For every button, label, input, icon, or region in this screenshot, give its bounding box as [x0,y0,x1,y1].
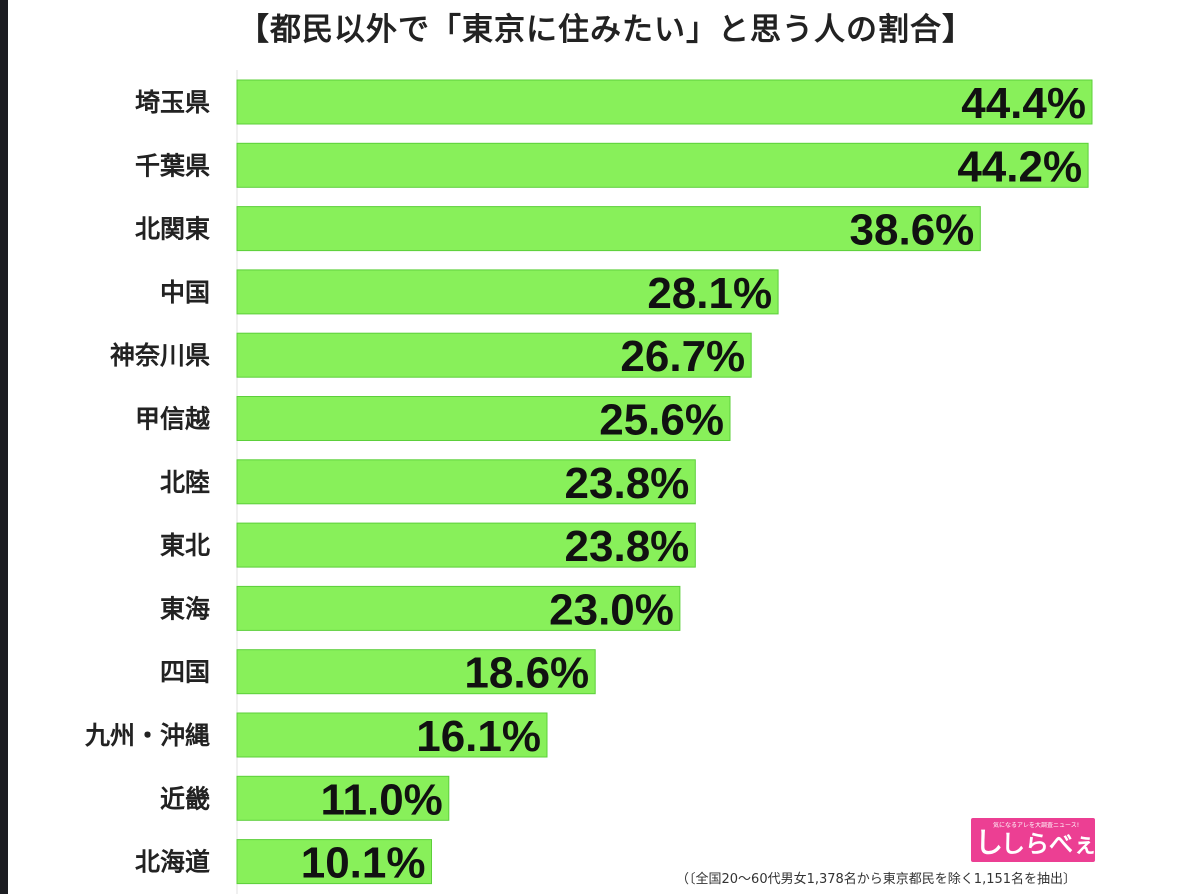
bar [236,775,450,821]
category-label: 東北 [160,531,210,560]
bar [236,396,731,441]
category-label: 九州・沖縄 [84,721,210,750]
value-label: 44.4% [961,79,1086,128]
value-label: 23.0% [549,585,674,634]
bar [236,332,752,378]
bar [236,142,1089,188]
category-label: 神奈川県 [110,341,210,370]
logo-mark-icon: し [975,826,1004,859]
category-label: 千葉県 [135,151,210,180]
value-label: 23.8% [565,522,690,571]
value-label: 44.2% [957,142,1082,191]
value-label: 18.6% [464,649,589,698]
value-label: 26.7% [620,332,745,381]
bar [236,206,981,252]
category-label: 東海 [160,594,210,623]
bar [236,269,779,315]
bar [236,712,548,758]
category-label: 北陸 [160,468,210,497]
value-label: 38.6% [850,206,975,255]
logo-tagline: 気になるアレを大調査ニュース! [993,822,1080,829]
value-label: 25.6% [599,396,724,445]
category-label: 甲信越 [135,405,211,434]
shirabee-logo: 気になるアレを大調査ニュース! し しらべぇ [971,818,1095,862]
bar [236,649,596,695]
value-label: 28.1% [647,269,772,318]
bar [236,79,1093,125]
bar-chart: 埼玉県 44.4% 千葉県 44.2% 北関東 38.6% 中国 28.1% 神奈川県 26.7%… [84,70,1093,894]
value-label: 16.1% [416,712,541,761]
survey-footnote: （〔全国20〜60代男女1,378名から東京都民を除く1,151名を抽出〕 [676,872,1077,887]
category-label: 四国 [160,658,210,687]
value-label: 11.0% [320,775,442,824]
bar [236,459,696,505]
value-label: 10.1% [301,839,426,888]
category-label: 近畿 [160,784,210,813]
category-label: 中国 [160,278,210,307]
category-label: 北海道 [135,848,210,877]
category-label: 北関東 [135,215,210,244]
bar [236,522,696,568]
value-label: 23.8% [565,459,690,508]
bar [236,585,681,631]
chart-frame: 【都民以外で「東京に住みたい」と思う人の割合】 埼玉県 44.4% 千葉県 44.2%… [8,0,1204,894]
logo-text: しらべぇ [1001,830,1095,858]
chart-title: 【都民以外で「東京に住みたい」と思う人の割合】 [238,12,974,48]
bar [236,839,432,885]
category-label: 埼玉県 [135,88,210,117]
